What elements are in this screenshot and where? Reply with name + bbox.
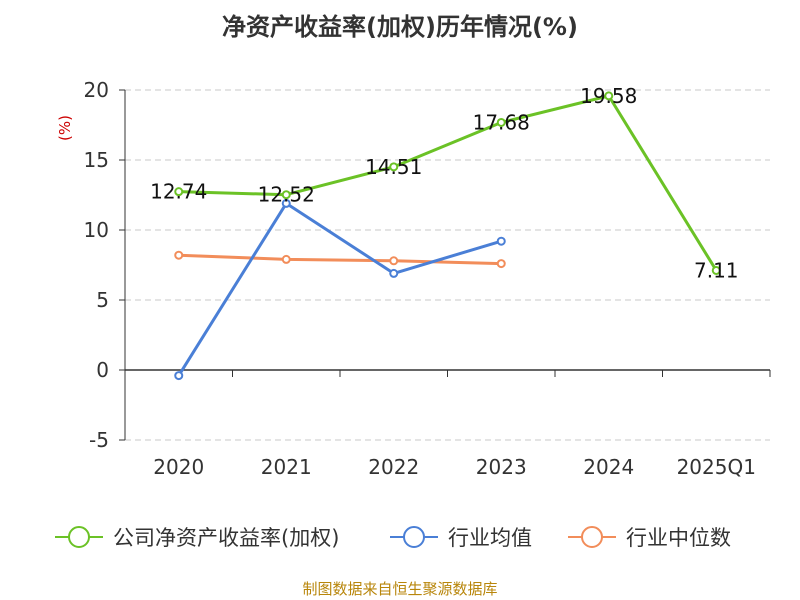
legend-label: 公司净资产收益率(加权) — [113, 526, 339, 550]
data-label: 7.11 — [694, 258, 739, 282]
y-tick-label: 5 — [96, 288, 109, 312]
y-tick-label: 0 — [96, 358, 109, 382]
data-label: 19.58 — [580, 84, 637, 108]
data-point — [174, 371, 184, 381]
x-tick-label: 2024 — [583, 455, 634, 479]
data-point — [496, 117, 506, 127]
legend: 公司净资产收益率(加权) 行业均值 行业中位数 — [55, 526, 731, 550]
data-point — [281, 190, 291, 200]
x-tick-label: 2020 — [153, 455, 204, 479]
data-point — [174, 187, 184, 197]
source-footer: 制图数据来自恒生聚源数据库 — [302, 580, 498, 598]
legend-marker — [581, 526, 603, 548]
x-tick-label: 2021 — [261, 455, 312, 479]
legend-marker — [403, 526, 425, 548]
data-point — [496, 259, 506, 269]
data-labels: 12.74 12.52 14.51 17.68 19.58 7.11 — [150, 84, 738, 283]
series-lines — [174, 91, 721, 381]
y-axis-label: (%) — [56, 115, 74, 141]
grid-lines — [125, 89, 770, 441]
chart-title: 净资产收益率(加权)历年情况(%) — [222, 13, 578, 41]
legend-label: 行业中位数 — [626, 526, 731, 550]
data-label: 17.68 — [473, 110, 530, 134]
y-tick-label: 10 — [84, 218, 109, 242]
data-label: 12.74 — [150, 180, 207, 204]
legend-marker — [68, 526, 90, 548]
series-line — [177, 201, 502, 377]
data-point — [281, 254, 291, 264]
data-point — [389, 268, 399, 278]
x-tick-label: 2023 — [476, 455, 527, 479]
y-tick-label: 15 — [84, 148, 109, 172]
y-tick-label: 20 — [84, 78, 109, 102]
data-point — [174, 250, 184, 260]
y-tick-label: -5 — [89, 428, 109, 452]
data-label: 12.52 — [258, 183, 315, 207]
data-point — [711, 265, 721, 275]
data-point — [604, 91, 614, 101]
x-tick-label: 2022 — [368, 455, 419, 479]
data-point — [496, 236, 506, 246]
data-point — [389, 162, 399, 172]
legend-label: 行业均值 — [448, 526, 532, 550]
data-point — [389, 256, 399, 266]
series-line — [178, 94, 718, 272]
x-tick-label: 2025Q1 — [677, 455, 756, 479]
data-point — [281, 198, 291, 208]
data-label: 14.51 — [365, 155, 422, 179]
series-line — [178, 253, 502, 266]
